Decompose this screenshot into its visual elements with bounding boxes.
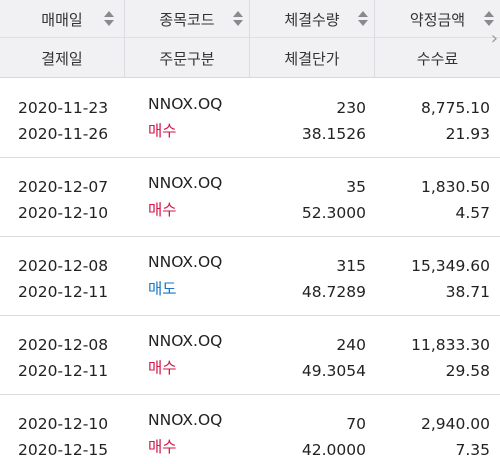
trade-date: 2020-11-23: [18, 99, 109, 117]
trade-date: 2020-12-10: [18, 415, 109, 433]
symbol: NNOX.OQ: [148, 411, 223, 429]
header-qty[interactable]: 체결수량: [250, 0, 374, 38]
sort-trade-date-icon[interactable]: [104, 10, 114, 28]
contract-amount: 2,940.00: [420, 415, 490, 433]
table-header: 매매일 종목코드 체결수량 약정금액 결제일 주문구분 체결단가 수수료 ›: [0, 0, 500, 78]
column-divider: [249, 0, 250, 78]
symbol: NNOX.OQ: [148, 253, 223, 271]
trade-date: 2020-12-08: [18, 257, 109, 275]
header-order-type-label: 주문구분: [159, 49, 215, 68]
header-fee-label: 수수료: [416, 49, 459, 68]
sort-amount-icon[interactable]: [484, 10, 494, 28]
contract-amount: 15,349.60: [411, 257, 490, 275]
list-item[interactable]: 2020-12-08 2020-12-11 NNOX.OQ 매도 315 48.…: [0, 237, 500, 316]
header-price-label: 체결단가: [284, 49, 340, 68]
header-qty-label: 체결수량: [284, 10, 340, 29]
order-type: 매수: [148, 201, 177, 219]
trade-date: 2020-12-08: [18, 336, 109, 354]
header-symbol-label: 종목코드: [159, 10, 215, 29]
header-fee: 수수료: [375, 39, 500, 77]
order-type: 매도: [148, 280, 177, 298]
quantity: 35: [346, 178, 366, 196]
settle-date: 2020-12-11: [18, 283, 109, 301]
fee: 7.35: [455, 441, 490, 459]
settle-date: 2020-11-26: [18, 125, 109, 143]
quantity: 70: [346, 415, 366, 433]
contract-amount: 8,775.10: [420, 99, 490, 117]
quantity: 315: [336, 257, 366, 275]
header-price: 체결단가: [250, 39, 374, 77]
header-settle-date: 결제일: [0, 39, 124, 77]
symbol: NNOX.OQ: [148, 95, 223, 113]
list-item[interactable]: 2020-12-07 2020-12-10 NNOX.OQ 매수 35 52.3…: [0, 158, 500, 237]
header-amount[interactable]: 약정금액: [375, 0, 500, 38]
symbol: NNOX.OQ: [148, 174, 223, 192]
fee: 21.93: [445, 125, 490, 143]
trade-date: 2020-12-07: [18, 178, 109, 196]
unit-price: 49.3054: [301, 362, 366, 380]
fee: 29.58: [445, 362, 490, 380]
column-divider: [124, 0, 125, 78]
header-symbol[interactable]: 종목코드: [125, 0, 249, 38]
header-row-2: 결제일 주문구분 체결단가 수수료: [0, 39, 500, 77]
trade-list: 2020-11-23 2020-11-26 NNOX.OQ 매수 230 38.…: [0, 79, 500, 464]
settle-date: 2020-12-15: [18, 441, 109, 459]
settle-date: 2020-12-10: [18, 204, 109, 222]
list-item[interactable]: 2020-11-23 2020-11-26 NNOX.OQ 매수 230 38.…: [0, 79, 500, 158]
unit-price: 48.7289: [301, 283, 366, 301]
header-amount-label: 약정금액: [409, 10, 466, 29]
unit-price: 38.1526: [301, 125, 366, 143]
order-type: 매수: [148, 359, 177, 377]
fee: 38.71: [445, 283, 490, 301]
unit-price: 42.0000: [301, 441, 366, 459]
header-row-1: 매매일 종목코드 체결수량 약정금액: [0, 0, 500, 38]
sort-symbol-icon[interactable]: [233, 10, 243, 28]
header-order-type: 주문구분: [125, 39, 249, 77]
contract-amount: 11,833.30: [411, 336, 490, 354]
fee: 4.57: [455, 204, 490, 222]
list-item[interactable]: 2020-12-08 2020-12-11 NNOX.OQ 매수 240 49.…: [0, 316, 500, 395]
header-trade-date[interactable]: 매매일: [0, 0, 124, 38]
symbol: NNOX.OQ: [148, 332, 223, 350]
order-type: 매수: [148, 122, 177, 140]
settle-date: 2020-12-11: [18, 362, 109, 380]
quantity: 230: [336, 99, 366, 117]
chevron-right-icon[interactable]: ›: [490, 28, 498, 49]
quantity: 240: [336, 336, 366, 354]
contract-amount: 1,830.50: [420, 178, 490, 196]
column-divider: [374, 0, 375, 78]
unit-price: 52.3000: [301, 204, 366, 222]
sort-qty-icon[interactable]: [358, 10, 368, 28]
order-type: 매수: [148, 438, 177, 456]
header-trade-date-label: 매매일: [41, 10, 83, 29]
list-item[interactable]: 2020-12-10 2020-12-15 NNOX.OQ 매수 70 42.0…: [0, 395, 500, 464]
header-settle-date-label: 결제일: [41, 49, 83, 68]
